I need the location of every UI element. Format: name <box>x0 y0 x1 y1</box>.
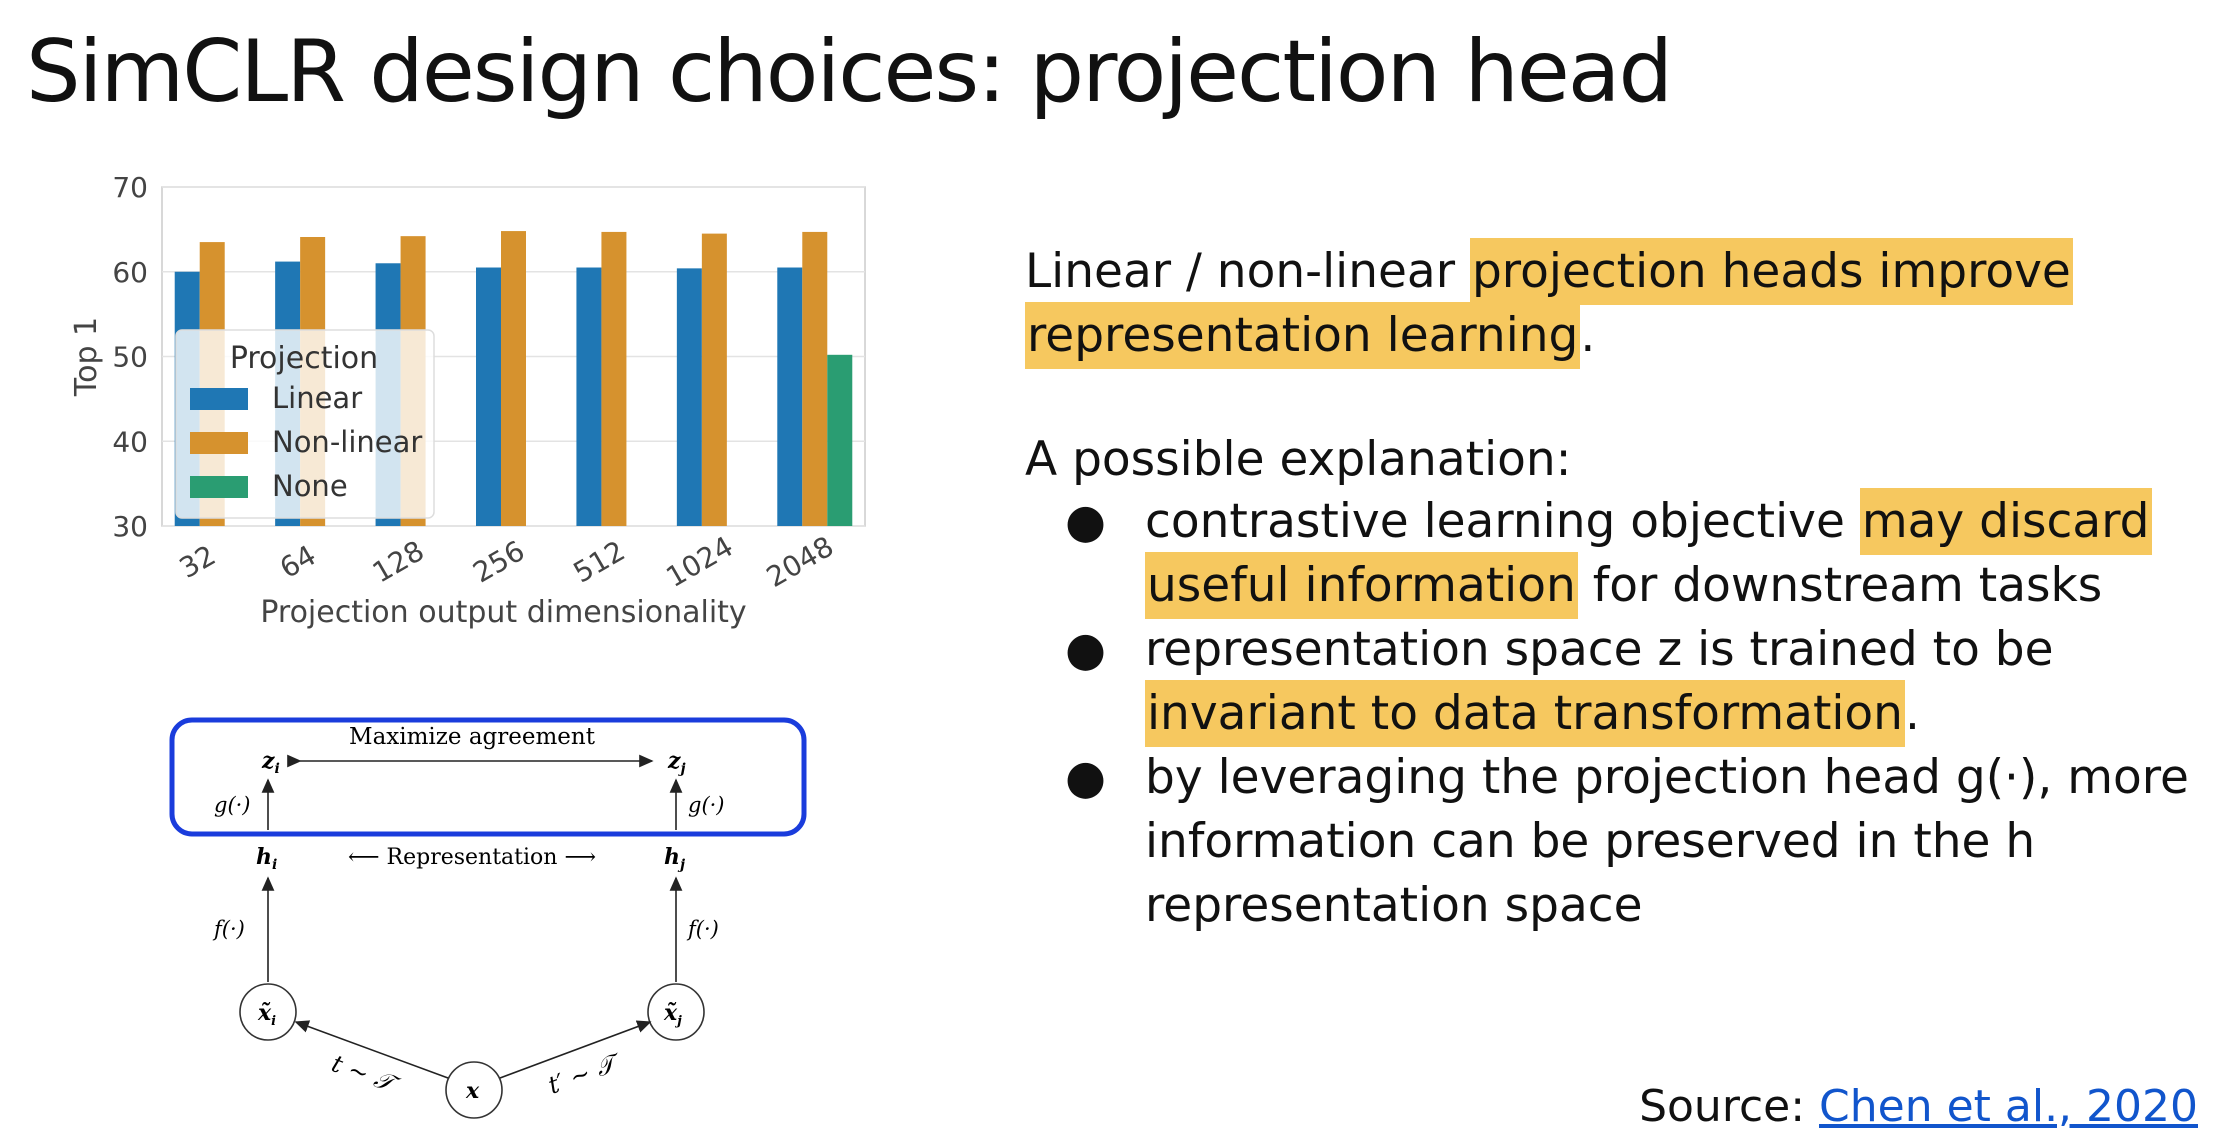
legend-swatch <box>190 476 248 498</box>
x-axis-label: Projection output dimensionality <box>260 595 746 630</box>
bullet-text: . <box>1904 686 1920 741</box>
explanation-bullets: ● contrastive learning objective may dis… <box>1025 488 2189 938</box>
bullet-text: representation space z is trained to be <box>1145 622 2054 677</box>
claim-highlight: projection heads improve <box>1469 238 2073 305</box>
z-j-node: zj <box>667 748 686 777</box>
bar-non-linear <box>601 231 627 526</box>
x-input-label: x <box>465 1078 480 1104</box>
bar-none <box>827 354 853 526</box>
source-label: Source: <box>1639 1081 1820 1132</box>
f-right-label: f(·) <box>686 917 719 941</box>
bullet-text: for downstream tasks <box>1577 558 2103 613</box>
y-tick-label: 50 <box>112 341 148 374</box>
legend-box <box>175 329 435 519</box>
bullet-text: by leveraging the projection head g(·), … <box>1145 750 2189 805</box>
bullet-highlight: invariant to data transformation <box>1145 680 1905 747</box>
y-axis-label: Top 1 <box>69 317 104 397</box>
claim-highlight-2: representation learning <box>1025 302 1581 369</box>
claim-paragraph: Linear / non-linear projection heads imp… <box>1025 238 2073 369</box>
g-right-label: g(·) <box>688 793 725 817</box>
claim-line-2: representation learning. <box>1025 302 2073 369</box>
f-left-label: f(·) <box>212 917 245 941</box>
bullet-text: information can be preserved in the h <box>1145 814 2036 869</box>
x-tick-label: 1024 <box>660 530 738 594</box>
h-i-node: hi <box>256 844 277 873</box>
y-tick-label: 40 <box>112 425 148 458</box>
bar-linear <box>676 268 702 526</box>
bullet-text: contrastive learning objective <box>1145 494 1860 549</box>
bullet-dot: ● <box>1065 494 1107 549</box>
x-tick-label: 64 <box>274 539 321 585</box>
bar-non-linear <box>501 231 526 526</box>
legend-entry: Non-linear <box>272 425 422 459</box>
y-tick-label: 60 <box>112 256 148 289</box>
g-left-label: g(·) <box>214 793 251 817</box>
source-link[interactable]: Chen et al., 2020 <box>1819 1081 2198 1132</box>
claim-line-1: Linear / non-linear projection heads imp… <box>1025 238 2073 305</box>
bar-linear <box>777 267 803 526</box>
x-tick-label: 2048 <box>761 530 839 594</box>
claim-text: Linear / non-linear <box>1025 244 1470 299</box>
bar-non-linear <box>701 233 727 527</box>
bullet-text: representation space <box>1145 878 1643 933</box>
bullet-item: ● representation space z is trained to b… <box>1025 618 2189 747</box>
x-tick-label: 32 <box>174 539 221 585</box>
source-citation: Source: Chen et al., 2020 <box>1639 1081 2198 1132</box>
legend-swatch <box>190 432 248 454</box>
legend-swatch <box>190 388 248 410</box>
bullet-dot: ● <box>1065 622 1107 677</box>
bar-linear <box>476 267 501 526</box>
bar-non-linear <box>802 231 828 526</box>
claim-period: . <box>1580 308 1596 363</box>
t-arrow <box>294 1020 449 1079</box>
explanation-label: A possible explanation: <box>1025 432 1572 487</box>
x-tilde-j-node <box>647 983 705 1041</box>
t-prime-label: t′ ∼ 𝒯 <box>544 1047 625 1099</box>
slide-title: SimCLR design choices: projection head <box>26 22 1673 122</box>
x-tilde-j-label: x̃j <box>663 1000 682 1029</box>
x-tick-label: 512 <box>568 534 631 589</box>
legend-entry: None <box>272 469 348 503</box>
bullet-item: ● by leveraging the projection head g(·)… <box>1025 746 2189 938</box>
x-tilde-i-node <box>239 983 297 1041</box>
y-tick-label: 30 <box>112 510 148 543</box>
h-j-node: hj <box>664 844 685 873</box>
maximize-agreement-label: Maximize agreement <box>349 724 596 750</box>
t-prime-arrow <box>499 1020 652 1079</box>
y-tick-label: 70 <box>112 171 148 204</box>
bar-linear <box>576 267 602 526</box>
x-tilde-i-label: x̃i <box>257 1000 276 1029</box>
bullet-highlight: may discard <box>1859 488 2152 555</box>
x-tick-label: 128 <box>367 534 430 589</box>
legend-entry: Linear <box>272 381 362 415</box>
x-tick-label: 256 <box>467 534 530 589</box>
bullet-item: ● contrastive learning objective may dis… <box>1025 488 2189 619</box>
bullet-dot: ● <box>1065 750 1107 805</box>
bullet-highlight: useful information <box>1145 552 1578 619</box>
x-input-node <box>445 1061 503 1119</box>
simclr-framework-diagram: Maximize agreement zi zj g(·) g(·) hi hj… <box>169 717 807 1119</box>
legend-title: Projection <box>230 341 378 376</box>
projection-head-highlight-box <box>169 717 807 837</box>
z-i-node: zi <box>261 748 280 777</box>
representation-label: ⟵ Representation ⟶ <box>348 845 596 870</box>
projection-dimensionality-bar-chart: 30 40 50 60 70 32 64 128 256 512 1024 2048 Projectio… <box>69 171 866 630</box>
